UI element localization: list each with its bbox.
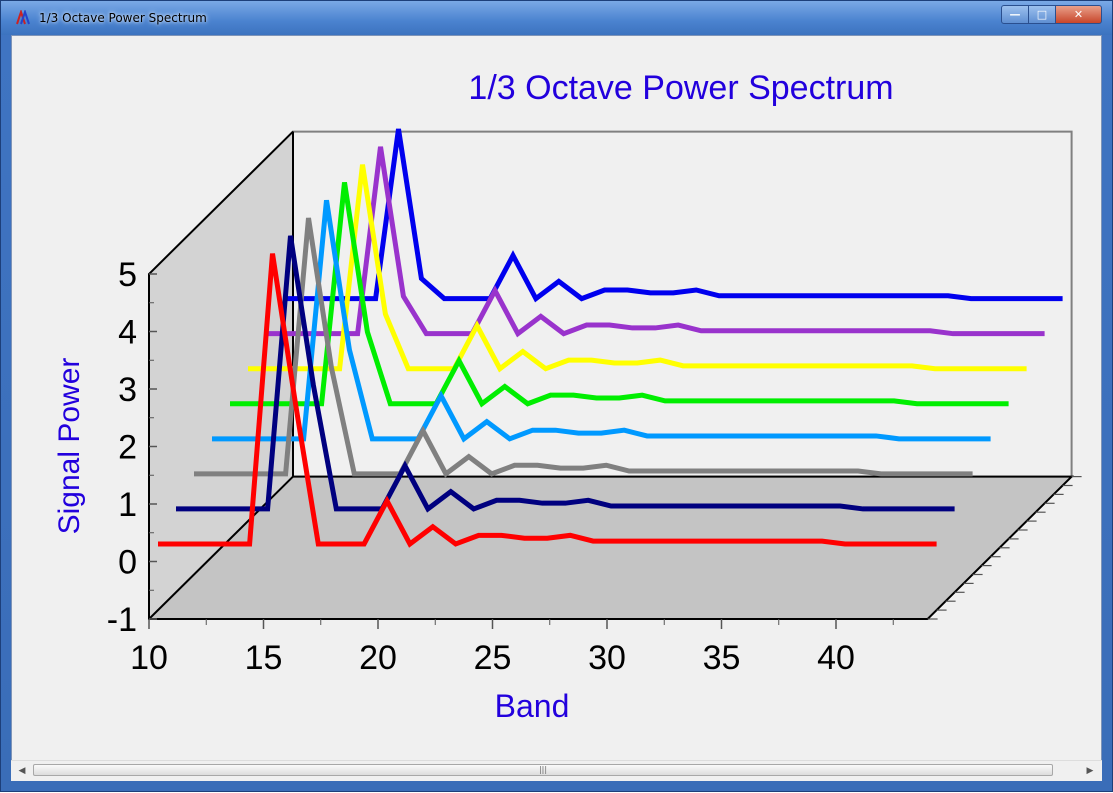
axis-frame	[148, 130, 1075, 620]
window-title: 1/3 Octave Power Spectrum	[39, 11, 207, 25]
series-line-1	[176, 235, 955, 513]
series-group	[158, 128, 1063, 548]
x-tick-label: 15	[245, 639, 283, 677]
title-bar[interactable]: 1/3 Octave Power Spectrum — □ ✕	[1, 1, 1112, 35]
horizontal-scrollbar[interactable]: ◀ ||| ▶	[11, 760, 1102, 781]
x-tick-label: 30	[588, 639, 626, 677]
y-tick-label: 1	[118, 486, 137, 524]
x-tick-label: 20	[359, 639, 397, 677]
series-line-7	[284, 128, 1063, 303]
scroll-right-icon[interactable]: ▶	[1086, 766, 1094, 776]
y-tick-label: 5	[118, 256, 137, 294]
x-axis-label: Band	[495, 688, 570, 724]
y-tick-label: 2	[118, 429, 137, 467]
y-axis-label: Signal Power	[53, 358, 86, 535]
app-logo-icon	[16, 10, 30, 25]
x-tick-label: 25	[474, 639, 512, 677]
scroll-left-icon[interactable]: ◀	[18, 766, 26, 776]
scrollbar-thumb[interactable]: |||	[33, 764, 1053, 776]
series-line-0	[158, 253, 937, 548]
series-line-3	[212, 199, 991, 443]
y-tick-label: 0	[118, 544, 137, 582]
x-tick-label: 10	[130, 639, 168, 677]
series-line-2	[194, 217, 973, 478]
floor-plane	[149, 476, 1072, 619]
y-tick-label: 4	[118, 314, 137, 352]
chart-title: 1/3 Octave Power Spectrum	[468, 69, 893, 107]
back-wall	[149, 131, 293, 619]
x-tick-label: 40	[817, 639, 855, 677]
series-line-4	[230, 182, 1009, 408]
close-button[interactable]: ✕	[1055, 5, 1102, 24]
maximize-button[interactable]: □	[1028, 5, 1056, 24]
y-tick-label: -1	[107, 601, 137, 639]
series-line-5	[248, 164, 1027, 373]
y-tick-label: 3	[118, 371, 137, 409]
x-tick-label: 35	[703, 639, 741, 677]
series-line-6	[266, 146, 1045, 338]
